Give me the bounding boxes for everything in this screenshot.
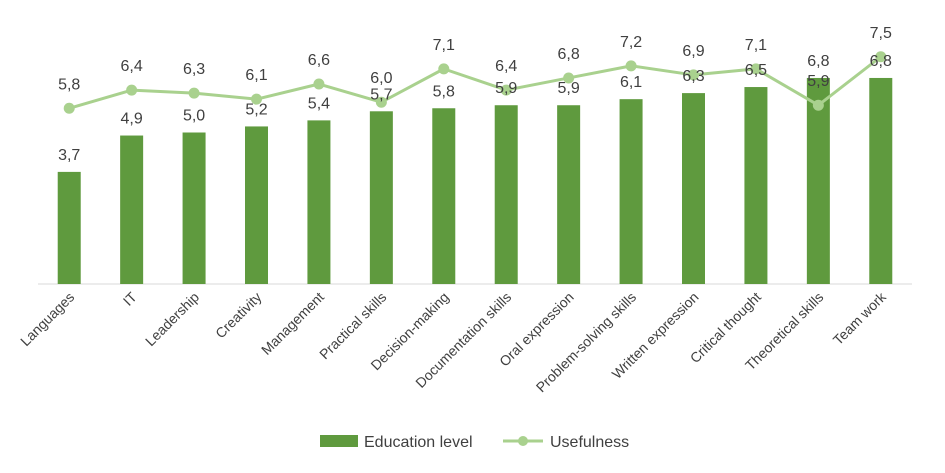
point-label-theoretical-skills: 5,9 xyxy=(807,73,829,90)
bar-label-team-work: 6,8 xyxy=(870,53,892,70)
bar-it xyxy=(120,135,144,284)
legend-label-usefulness: Usefulness xyxy=(550,434,629,451)
bar-languages xyxy=(57,171,81,284)
bar-label-written-expression: 6,3 xyxy=(682,68,704,85)
point-languages xyxy=(63,102,75,114)
point-leadership xyxy=(188,87,200,99)
point-label-leadership: 6,3 xyxy=(183,61,205,78)
point-critical-thought xyxy=(750,63,762,75)
point-management xyxy=(313,78,325,90)
bar-practical-skills xyxy=(369,111,393,284)
bar-theoretical-skills xyxy=(806,77,830,285)
point-label-oral-expression: 6,8 xyxy=(558,46,580,63)
x-tick-team-work: Team work xyxy=(830,288,890,348)
point-label-decision-making: 7,1 xyxy=(433,37,455,54)
data-labels: 3,7 5,8 4,9 6,4 5,0 6,3 5,2 6,1 5,4 6,6 5,76,0 5,8 7… xyxy=(58,25,892,164)
bar-creativity xyxy=(245,126,268,284)
bar-label-critical-thought: 6,5 xyxy=(745,62,767,79)
x-tick-it: IT xyxy=(120,288,140,308)
bar-team-work xyxy=(869,77,893,285)
point-label-critical-thought: 7,1 xyxy=(745,37,767,54)
legend: Education level Usefulness xyxy=(320,434,629,451)
bar-management xyxy=(307,120,331,284)
bar-label-languages: 3,7 xyxy=(58,147,80,164)
bar-label-management: 5,4 xyxy=(308,95,330,112)
point-label-practical-skills: 6,0 xyxy=(370,70,392,87)
line-series xyxy=(63,51,887,114)
x-tick-management: Management xyxy=(258,289,327,358)
point-label-written-expression: 6,9 xyxy=(682,43,704,60)
point-label-it: 6,4 xyxy=(121,58,143,75)
bar-oral-expression xyxy=(557,105,581,284)
bar-decision-making xyxy=(432,108,456,284)
point-theoretical-skills xyxy=(812,99,824,111)
x-tick-languages: Languages xyxy=(17,289,77,349)
bar-written-expression xyxy=(682,93,705,284)
point-creativity xyxy=(251,93,262,105)
bar-leadership xyxy=(182,132,206,284)
point-problem-solving-skills xyxy=(625,60,637,72)
bar-label-creativity: 5,2 xyxy=(245,101,267,118)
bar-label-it: 4,9 xyxy=(121,111,143,128)
bar-critical-thought xyxy=(744,87,768,284)
point-practical-skills xyxy=(375,96,387,108)
point-label-creativity: 6,1 xyxy=(245,67,267,84)
bar-label-problem-solving-skills: 6,1 xyxy=(620,74,642,91)
point-team-work xyxy=(875,51,887,63)
point-label-team-work: 7,5 xyxy=(870,25,892,42)
point-decision-making xyxy=(438,63,450,75)
usefulness-line xyxy=(68,55,882,110)
bar-label-practical-skills: 5,7 xyxy=(370,86,392,103)
point-oral-expression xyxy=(563,72,575,84)
legend-swatch-usefulness-marker xyxy=(518,436,528,446)
bar-documentation-skills xyxy=(494,105,518,284)
point-label-documentation-skills: 6,4 xyxy=(495,58,517,75)
point-it xyxy=(126,84,138,96)
point-documentation-skills xyxy=(500,84,512,96)
x-tick-creativity: Creativity xyxy=(212,289,265,342)
bar-problem-solving-skills xyxy=(619,99,643,284)
point-written-expression xyxy=(688,69,699,81)
x-tick-leadership: Leadership xyxy=(142,289,202,349)
bar-series xyxy=(57,77,893,285)
point-label-management: 6,6 xyxy=(308,52,330,69)
legend-swatch-education-level xyxy=(320,435,358,447)
point-label-problem-solving-skills: 7,2 xyxy=(620,34,642,51)
bar-label-oral-expression: 5,9 xyxy=(558,80,580,97)
legend-label-education-level: Education level xyxy=(364,434,473,451)
x-tick-labels: Languages IT Leadership CreativityManagemen… xyxy=(17,288,890,395)
point-label-languages: 5,8 xyxy=(58,76,80,93)
bar-label-theoretical-skills: 6,8 xyxy=(807,53,829,70)
bar-label-decision-making: 5,8 xyxy=(433,83,455,100)
bar-label-documentation-skills: 5,9 xyxy=(495,80,517,97)
bar-label-leadership: 5,0 xyxy=(183,108,205,125)
